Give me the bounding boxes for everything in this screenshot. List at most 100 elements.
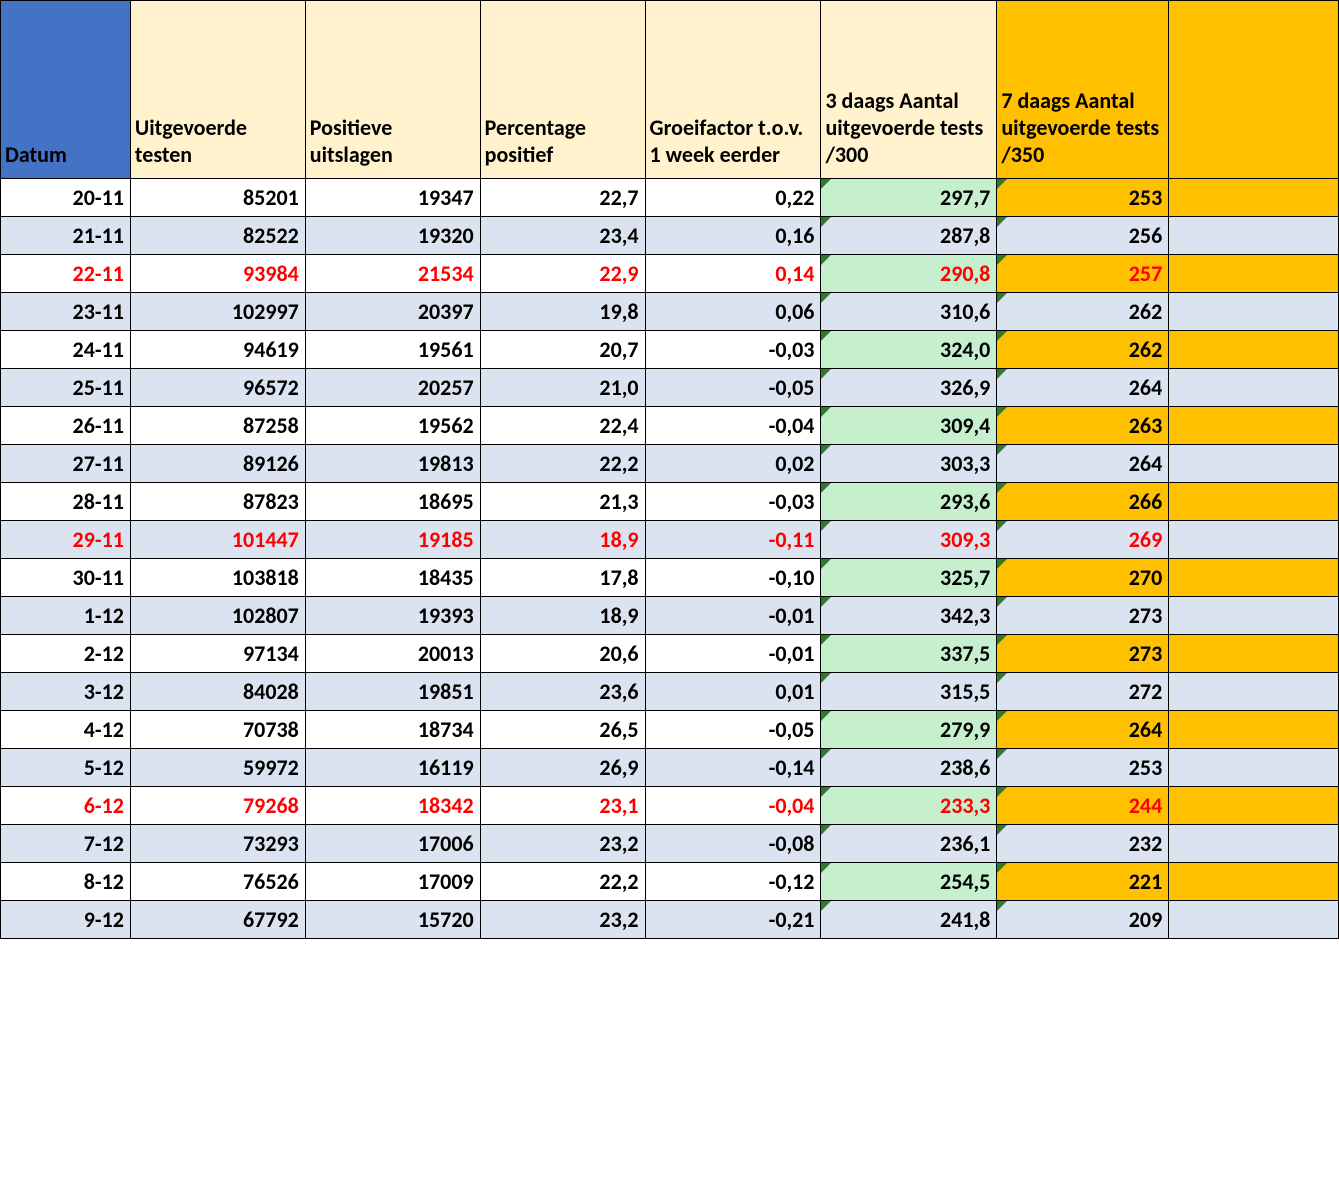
cell-gf[interactable]: 0,06 — [645, 293, 821, 331]
cell-tests[interactable]: 70738 — [130, 711, 305, 749]
cell-pct[interactable]: 20,7 — [480, 331, 645, 369]
cell-pct[interactable]: 22,9 — [480, 255, 645, 293]
cell-date[interactable]: 9-12 — [1, 901, 131, 939]
cell-avg3[interactable]: 342,3 — [821, 597, 997, 635]
cell-pos[interactable]: 18342 — [305, 787, 480, 825]
cell-gf[interactable]: -0,04 — [645, 787, 821, 825]
cell-spare[interactable] — [1169, 597, 1339, 635]
cell-pct[interactable]: 19,8 — [480, 293, 645, 331]
cell-date[interactable]: 26-11 — [1, 407, 131, 445]
cell-gf[interactable]: -0,10 — [645, 559, 821, 597]
cell-gf[interactable]: -0,11 — [645, 521, 821, 559]
cell-avg3[interactable]: 241,8 — [821, 901, 997, 939]
cell-gf[interactable]: -0,03 — [645, 331, 821, 369]
cell-pos[interactable]: 20013 — [305, 635, 480, 673]
cell-gf[interactable]: -0,03 — [645, 483, 821, 521]
cell-pos[interactable]: 15720 — [305, 901, 480, 939]
cell-avg7[interactable]: 264 — [997, 711, 1169, 749]
cell-avg7[interactable]: 264 — [997, 369, 1169, 407]
cell-date[interactable]: 25-11 — [1, 369, 131, 407]
cell-pos[interactable]: 16119 — [305, 749, 480, 787]
cell-date[interactable]: 21-11 — [1, 217, 131, 255]
cell-tests[interactable]: 103818 — [130, 559, 305, 597]
cell-date[interactable]: 2-12 — [1, 635, 131, 673]
col-header-pos[interactable]: Positieve uitslagen — [305, 1, 480, 179]
cell-pct[interactable]: 18,9 — [480, 521, 645, 559]
cell-tests[interactable]: 73293 — [130, 825, 305, 863]
cell-date[interactable]: 23-11 — [1, 293, 131, 331]
cell-spare[interactable] — [1169, 331, 1339, 369]
cell-avg3[interactable]: 315,5 — [821, 673, 997, 711]
cell-tests[interactable]: 79268 — [130, 787, 305, 825]
cell-tests[interactable]: 87823 — [130, 483, 305, 521]
cell-pos[interactable]: 19851 — [305, 673, 480, 711]
cell-pct[interactable]: 26,9 — [480, 749, 645, 787]
cell-tests[interactable]: 87258 — [130, 407, 305, 445]
cell-pct[interactable]: 21,3 — [480, 483, 645, 521]
cell-avg3[interactable]: 309,3 — [821, 521, 997, 559]
cell-avg3[interactable]: 233,3 — [821, 787, 997, 825]
cell-gf[interactable]: 0,14 — [645, 255, 821, 293]
cell-pct[interactable]: 17,8 — [480, 559, 645, 597]
cell-pos[interactable]: 18695 — [305, 483, 480, 521]
col-header-tests[interactable]: Uitgevoerde testen — [130, 1, 305, 179]
cell-date[interactable]: 5-12 — [1, 749, 131, 787]
cell-avg7[interactable]: 263 — [997, 407, 1169, 445]
cell-avg3[interactable]: 279,9 — [821, 711, 997, 749]
cell-date[interactable]: 30-11 — [1, 559, 131, 597]
cell-avg3[interactable]: 325,7 — [821, 559, 997, 597]
cell-date[interactable]: 24-11 — [1, 331, 131, 369]
cell-avg7[interactable]: 232 — [997, 825, 1169, 863]
cell-avg7[interactable]: 273 — [997, 635, 1169, 673]
cell-pos[interactable]: 19561 — [305, 331, 480, 369]
cell-tests[interactable]: 93984 — [130, 255, 305, 293]
cell-avg7[interactable]: 269 — [997, 521, 1169, 559]
col-header-spare[interactable] — [1169, 1, 1339, 179]
cell-spare[interactable] — [1169, 787, 1339, 825]
cell-avg3[interactable]: 287,8 — [821, 217, 997, 255]
cell-avg7[interactable]: 273 — [997, 597, 1169, 635]
cell-date[interactable]: 4-12 — [1, 711, 131, 749]
cell-avg3[interactable]: 254,5 — [821, 863, 997, 901]
cell-pos[interactable]: 19185 — [305, 521, 480, 559]
cell-pct[interactable]: 26,5 — [480, 711, 645, 749]
cell-pct[interactable]: 18,9 — [480, 597, 645, 635]
cell-pct[interactable]: 20,6 — [480, 635, 645, 673]
cell-gf[interactable]: -0,12 — [645, 863, 821, 901]
cell-date[interactable]: 1-12 — [1, 597, 131, 635]
cell-avg3[interactable]: 293,6 — [821, 483, 997, 521]
cell-gf[interactable]: 0,22 — [645, 179, 821, 217]
cell-pct[interactable]: 22,2 — [480, 863, 645, 901]
cell-avg7[interactable]: 264 — [997, 445, 1169, 483]
cell-avg7[interactable]: 256 — [997, 217, 1169, 255]
cell-tests[interactable]: 67792 — [130, 901, 305, 939]
cell-avg7[interactable]: 221 — [997, 863, 1169, 901]
cell-date[interactable]: 6-12 — [1, 787, 131, 825]
cell-avg7[interactable]: 270 — [997, 559, 1169, 597]
cell-spare[interactable] — [1169, 255, 1339, 293]
cell-gf[interactable]: 0,16 — [645, 217, 821, 255]
cell-spare[interactable] — [1169, 217, 1339, 255]
cell-avg7[interactable]: 253 — [997, 179, 1169, 217]
cell-pct[interactable]: 21,0 — [480, 369, 645, 407]
col-header-avg3[interactable]: 3 daags Aantal uitgevoerde tests /300 — [821, 1, 997, 179]
cell-gf[interactable]: -0,05 — [645, 711, 821, 749]
cell-date[interactable]: 28-11 — [1, 483, 131, 521]
cell-tests[interactable]: 94619 — [130, 331, 305, 369]
cell-pct[interactable]: 22,4 — [480, 407, 645, 445]
cell-pos[interactable]: 20257 — [305, 369, 480, 407]
cell-date[interactable]: 3-12 — [1, 673, 131, 711]
col-header-pct[interactable]: Percentage positief — [480, 1, 645, 179]
cell-gf[interactable]: -0,01 — [645, 635, 821, 673]
cell-avg7[interactable]: 266 — [997, 483, 1169, 521]
cell-gf[interactable]: -0,04 — [645, 407, 821, 445]
cell-date[interactable]: 22-11 — [1, 255, 131, 293]
cell-date[interactable]: 8-12 — [1, 863, 131, 901]
cell-pos[interactable]: 19813 — [305, 445, 480, 483]
cell-pos[interactable]: 17006 — [305, 825, 480, 863]
cell-avg3[interactable]: 324,0 — [821, 331, 997, 369]
cell-date[interactable]: 20-11 — [1, 179, 131, 217]
cell-tests[interactable]: 84028 — [130, 673, 305, 711]
cell-pos[interactable]: 20397 — [305, 293, 480, 331]
cell-avg7[interactable]: 244 — [997, 787, 1169, 825]
